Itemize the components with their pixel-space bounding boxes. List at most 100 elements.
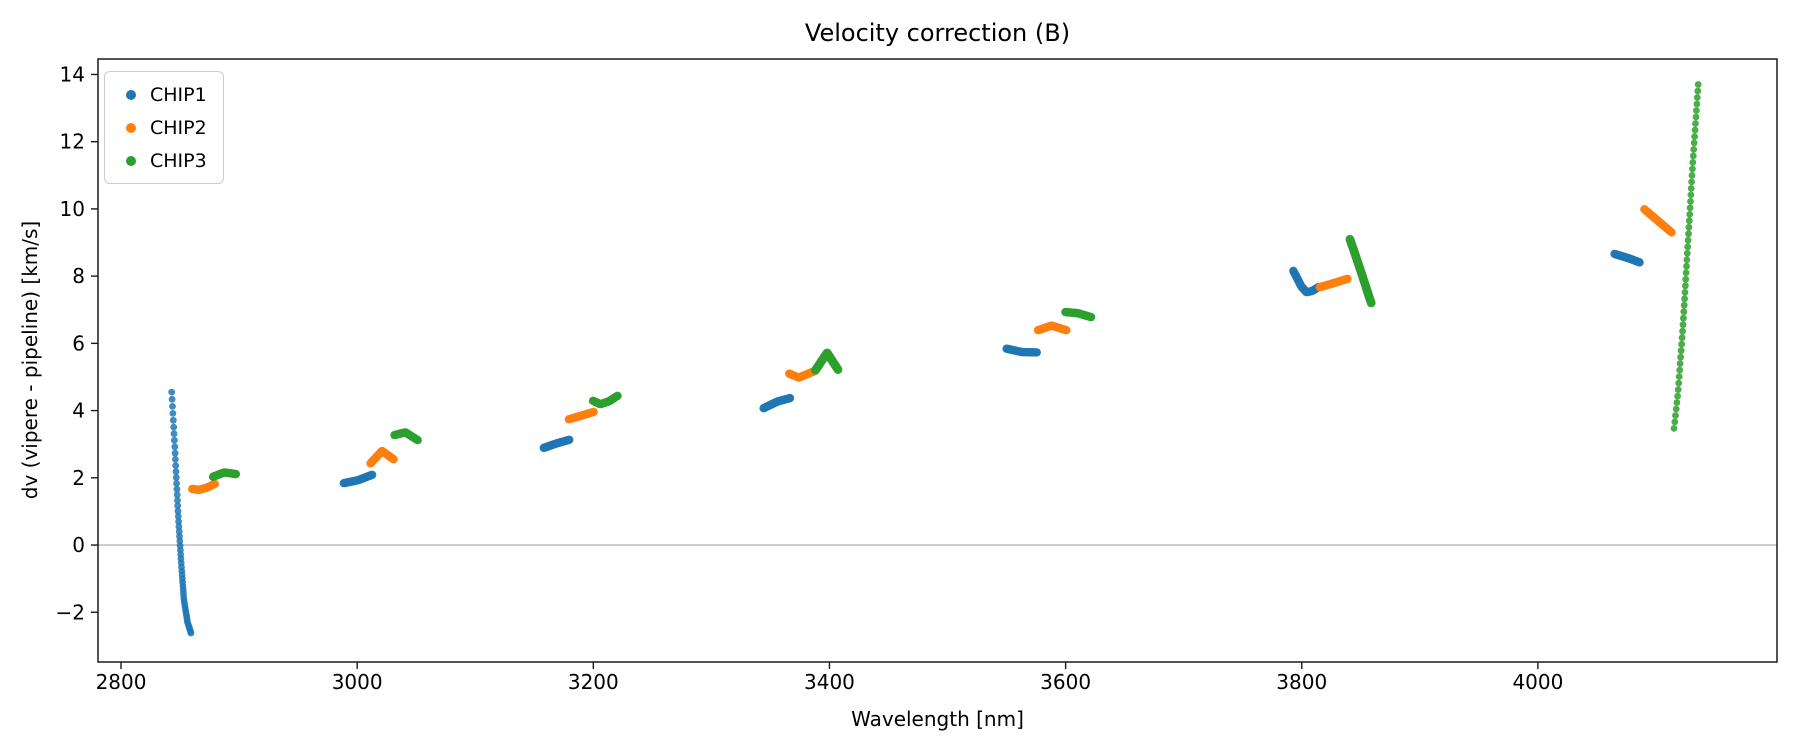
x-tick-label: 4000	[1512, 670, 1563, 694]
data-point	[1680, 314, 1687, 322]
legend-label-chip3: CHIP3	[150, 149, 207, 172]
x-axis-label: Wavelength [nm]	[851, 707, 1024, 731]
x-tick-label: 2800	[96, 670, 147, 694]
y-tick-label: 8	[72, 264, 85, 288]
scatter-segment-chip2	[188, 479, 220, 495]
legend-label-chip2: CHIP2	[150, 116, 207, 139]
chip1-marker-icon	[126, 89, 136, 100]
data-point	[1062, 326, 1071, 335]
scatter-segment-chip1	[759, 393, 795, 413]
data-point	[171, 443, 179, 451]
data-point	[1675, 379, 1683, 387]
data-point	[174, 513, 182, 520]
data-point	[1686, 211, 1694, 218]
scatter-segment-chip1	[339, 470, 377, 488]
data-point	[1683, 249, 1691, 257]
legend: CHIP1 CHIP2 CHIP3	[104, 71, 224, 184]
chart-title: Velocity correction (B)	[804, 19, 1071, 47]
scatter-segment-chip3	[811, 348, 843, 375]
scatter-segment-chip2	[1315, 274, 1352, 292]
data-point	[170, 423, 178, 431]
data-point	[1688, 172, 1696, 179]
legend-item-chip3: CHIP3	[117, 147, 207, 174]
data-point	[1693, 94, 1701, 101]
y-tick-label: −2	[56, 600, 85, 624]
data-point	[173, 480, 181, 487]
data-point	[172, 462, 180, 469]
legend-label-chip1: CHIP1	[150, 83, 207, 106]
x-tick-label: 3200	[568, 670, 619, 694]
y-tick-label: 6	[72, 331, 85, 355]
data-point	[1689, 165, 1696, 173]
data-point	[187, 629, 195, 637]
data-point	[785, 393, 795, 403]
data-point	[565, 435, 574, 444]
data-point	[1679, 321, 1687, 329]
data-point	[1676, 360, 1684, 367]
data-point	[1680, 308, 1688, 316]
data-point	[1677, 353, 1684, 361]
scatter-segment-chip1	[1610, 249, 1644, 267]
scatter-segment-chip1	[168, 388, 195, 637]
data-point	[1679, 327, 1686, 335]
data-point	[1690, 146, 1698, 153]
data-point	[1689, 159, 1697, 166]
axes-spines	[97, 58, 1778, 663]
data-point	[1687, 198, 1694, 205]
scatter-segment-chip2	[366, 446, 398, 468]
data-point	[174, 502, 182, 510]
data-point	[1683, 256, 1691, 264]
data-point	[1685, 223, 1693, 231]
scatter-segment-chip2	[1640, 205, 1676, 237]
x-tick-label: 3400	[804, 670, 855, 694]
scatter-segment-chip1	[539, 435, 574, 453]
data-point	[1670, 425, 1678, 432]
y-tick-label: 10	[60, 197, 85, 221]
data-point	[168, 388, 176, 396]
data-point	[1674, 386, 1682, 393]
data-point	[173, 485, 181, 493]
scatter-segment-chip1	[1289, 266, 1323, 297]
data-point	[168, 395, 176, 403]
data-point	[1343, 274, 1352, 283]
data-point	[1672, 405, 1680, 413]
data-point	[170, 430, 178, 438]
data-point	[1689, 152, 1697, 160]
scatter-segment-chip1	[1002, 344, 1042, 357]
data-point	[1684, 236, 1692, 244]
data-point	[175, 518, 183, 525]
data-point	[231, 469, 241, 479]
data-point	[1667, 228, 1676, 237]
data-point	[1676, 366, 1684, 374]
data-point	[613, 391, 622, 400]
data-point	[1635, 258, 1644, 267]
data-point	[1687, 191, 1695, 199]
data-point	[1690, 139, 1698, 147]
data-point	[210, 479, 220, 489]
data-point	[1366, 298, 1376, 308]
data-point	[172, 468, 180, 476]
data-point	[389, 455, 398, 464]
data-point	[171, 449, 179, 457]
data-point	[169, 416, 177, 424]
data-point	[1672, 412, 1679, 419]
data-point	[171, 436, 178, 444]
y-tick-label: 14	[60, 62, 85, 86]
data-point	[169, 403, 176, 410]
y-axis-label: dv (vipere - pipeline) [km/s]	[18, 220, 42, 500]
data-point	[589, 407, 598, 417]
data-point	[175, 528, 183, 535]
data-point	[1693, 100, 1701, 108]
data-point	[1678, 334, 1686, 342]
data-point	[1681, 295, 1688, 303]
data-point	[1682, 269, 1690, 277]
data-point	[172, 474, 180, 481]
data-point	[1688, 178, 1695, 186]
y-tick-label: 2	[72, 466, 85, 490]
scatter-segment-chip2	[564, 407, 598, 424]
data-point	[1680, 301, 1688, 309]
data-point	[174, 497, 181, 504]
data-point	[1684, 243, 1692, 251]
